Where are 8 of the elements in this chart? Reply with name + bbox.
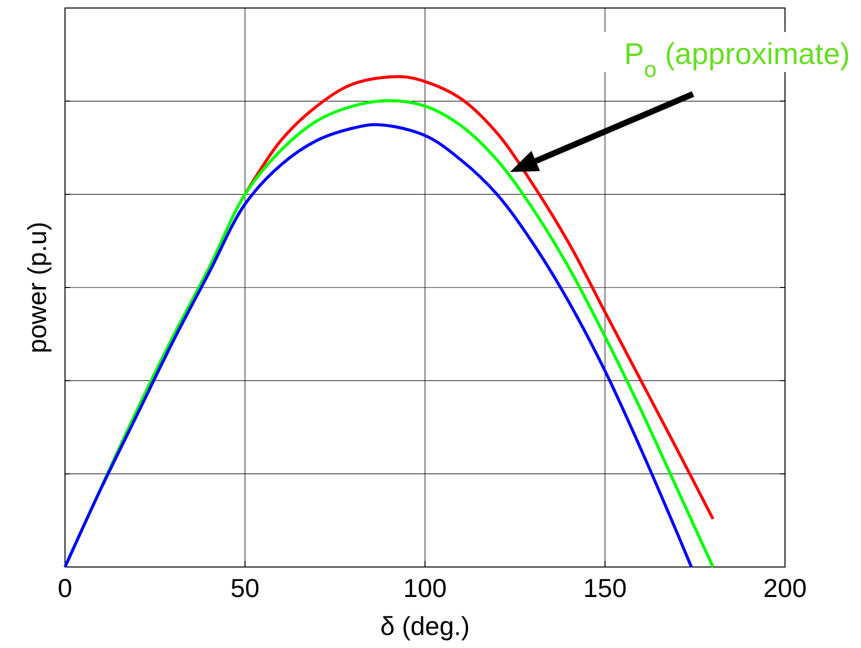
x-tick-label: 0 (58, 573, 72, 603)
y-axis-title: power (p.u) (22, 222, 52, 354)
x-tick-label: 150 (583, 573, 627, 603)
x-tick-label: 50 (230, 573, 260, 603)
annotation: P$_{o}$ (approximate) (624, 38, 850, 82)
x-tick-label: 100 (403, 573, 447, 603)
x-axis-title: δ (deg.) (380, 611, 470, 641)
x-tick-label: 200 (763, 573, 807, 603)
